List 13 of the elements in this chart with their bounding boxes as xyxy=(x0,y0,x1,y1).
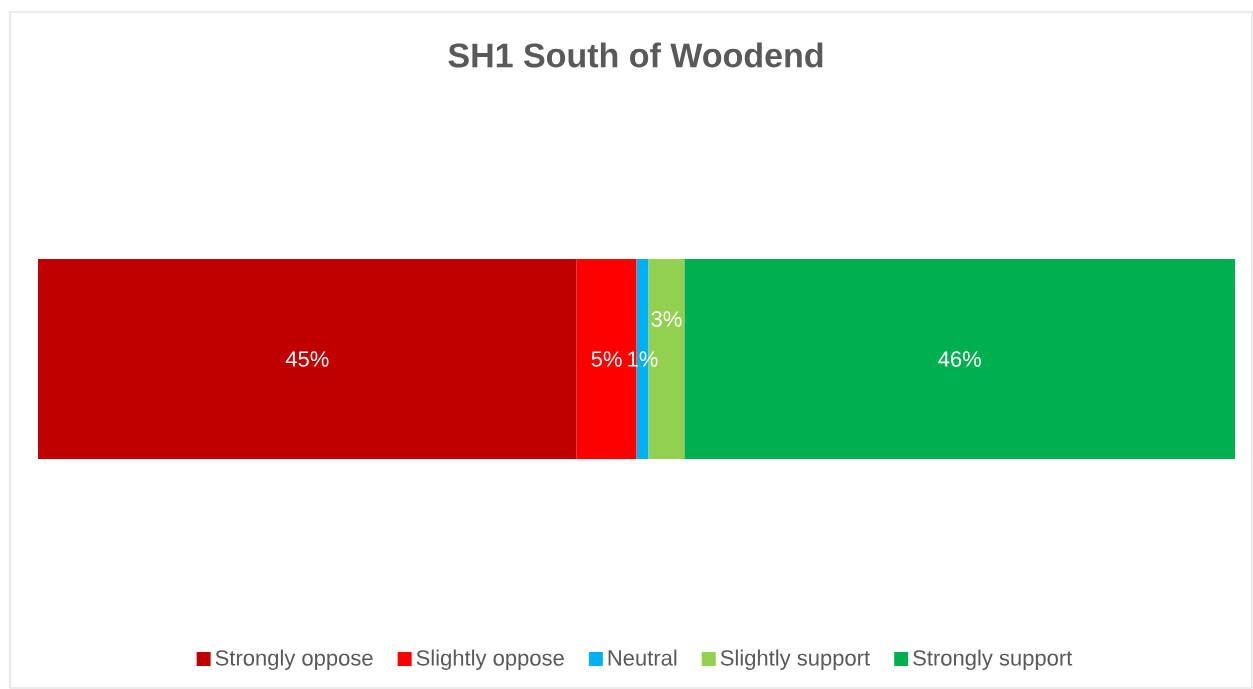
data-label: 3% xyxy=(651,311,682,327)
data-label: 46% xyxy=(938,351,981,367)
data-label: 5% xyxy=(591,351,622,367)
legend-label: Strongly oppose xyxy=(215,649,373,671)
data-label: 45% xyxy=(285,351,329,367)
data-label: 1% xyxy=(628,351,658,367)
bar xyxy=(38,258,577,459)
legend-label: Neutral xyxy=(608,649,677,666)
legend-label: Slightly support xyxy=(720,649,870,671)
chart-title: SH1 South of Woodend xyxy=(448,42,823,68)
bar xyxy=(684,258,1235,459)
legend-label: Strongly support xyxy=(913,649,1073,671)
legend-label: Slightly oppose xyxy=(416,649,564,671)
